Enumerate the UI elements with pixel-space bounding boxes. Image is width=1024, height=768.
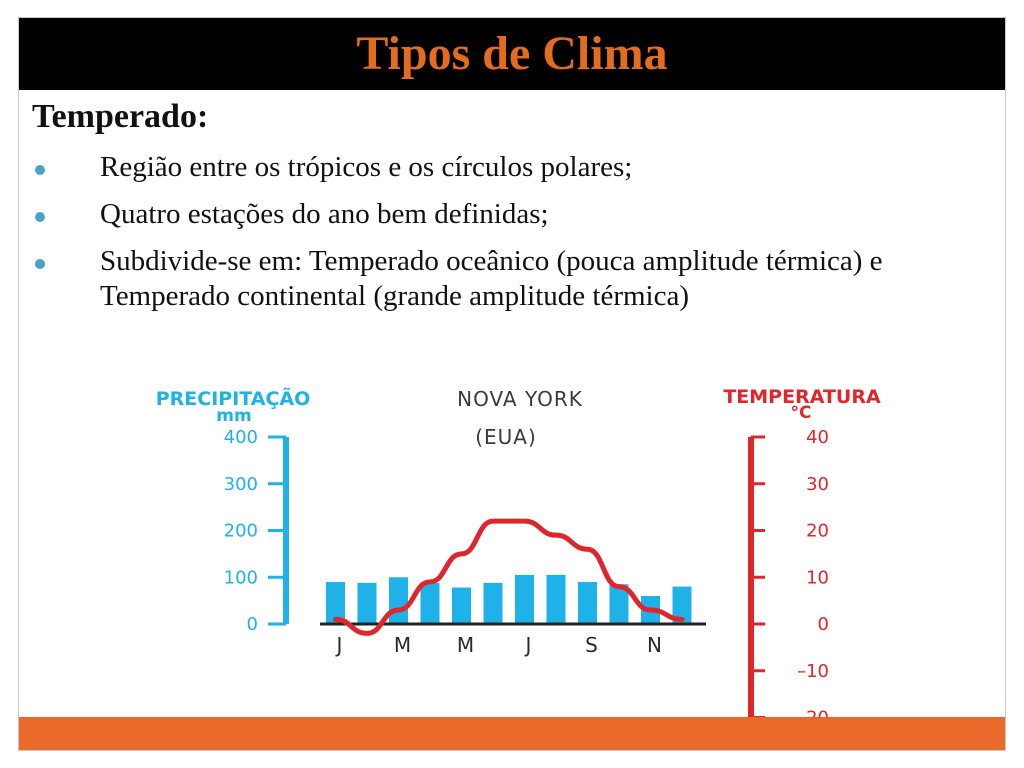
- precip-tick-label: 100: [224, 567, 258, 588]
- temp-tick-label: –10: [797, 661, 829, 682]
- bullet-item: Região entre os trópicos e os círculos p…: [32, 150, 972, 185]
- x-tick-label: N: [647, 633, 662, 657]
- temp-tick-label: 20: [806, 521, 829, 542]
- x-tick-label: M: [394, 633, 411, 657]
- precip-tick-label: 300: [224, 474, 258, 495]
- temp-axis-label: TEMPERATURA: [723, 386, 881, 408]
- temp-tick-label: 0: [818, 614, 829, 635]
- x-tick-label: J: [524, 633, 532, 657]
- precip-bar: [326, 581, 345, 624]
- title-bar: Tipos de Clima: [19, 18, 1005, 90]
- bullet-text: Região entre os trópicos e os círculos p…: [100, 151, 633, 183]
- chart-subtitle: (EUA): [475, 425, 537, 449]
- bullet-item: Subdivide-se em: Temperado oceânico (pou…: [32, 244, 972, 314]
- precip-bar: [483, 582, 503, 624]
- footer-bar: [19, 717, 1005, 750]
- temp-axis-unit: °C: [791, 403, 812, 423]
- slide-title: Tipos de Clima: [356, 27, 668, 80]
- bullet-list: Região entre os trópicos e os círculos p…: [32, 150, 972, 326]
- precip-axis-unit: mm: [216, 406, 251, 426]
- bullet-dot-icon: [35, 259, 45, 269]
- temperature-line: [333, 518, 685, 636]
- precip-tick-label: 200: [224, 521, 258, 542]
- precip-bar: [546, 574, 566, 624]
- temp-tick-label: 30: [806, 474, 829, 495]
- slide-subtitle: Temperado:: [32, 98, 209, 135]
- precip-bar: [357, 582, 377, 624]
- precip-tick-label: 0: [247, 614, 258, 635]
- bullet-item: Quatro estações do ano bem definidas;: [32, 197, 972, 232]
- bullet-dot-icon: [35, 212, 45, 222]
- precip-bar: [609, 584, 629, 624]
- precip-bar: [515, 574, 534, 624]
- bullet-text: Quatro estações do ano bem definidas;: [100, 198, 549, 230]
- precip-bar: [420, 582, 440, 624]
- precip-bar: [452, 587, 471, 624]
- precip-bar: [672, 586, 692, 624]
- x-tick-label: J: [335, 633, 343, 657]
- precip-axis-label: PRECIPITAÇÃO: [156, 386, 311, 410]
- precip-bar: [578, 581, 597, 624]
- x-tick-label: S: [585, 633, 598, 657]
- chart-title: NOVA YORK: [457, 387, 583, 411]
- x-tick-label: M: [457, 633, 474, 657]
- bullet-dot-icon: [35, 165, 45, 175]
- slide-frame: [18, 17, 1006, 751]
- precip-tick-label: 400: [224, 427, 258, 448]
- precip-bar: [389, 577, 408, 624]
- temp-tick-label: 10: [806, 567, 829, 588]
- bullet-text: Subdivide-se em: Temperado oceânico (pou…: [100, 245, 883, 312]
- temp-tick-label: 40: [806, 427, 829, 448]
